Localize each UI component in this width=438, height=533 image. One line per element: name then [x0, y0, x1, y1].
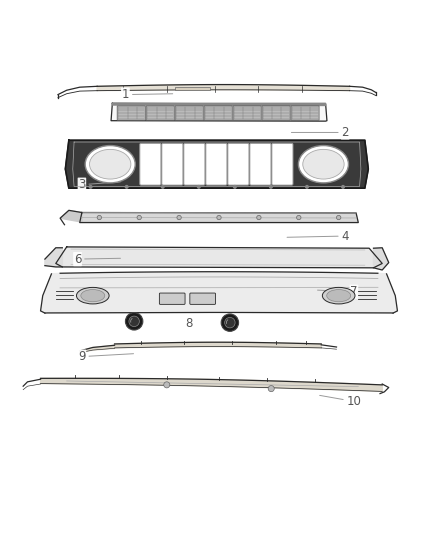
- FancyBboxPatch shape: [159, 293, 185, 304]
- FancyBboxPatch shape: [190, 293, 215, 304]
- Circle shape: [125, 185, 128, 188]
- Circle shape: [164, 382, 170, 388]
- Text: 10: 10: [320, 395, 361, 408]
- Circle shape: [342, 185, 344, 188]
- Circle shape: [336, 215, 341, 220]
- Circle shape: [162, 185, 164, 188]
- Circle shape: [217, 215, 221, 220]
- Circle shape: [129, 316, 139, 327]
- FancyBboxPatch shape: [140, 143, 161, 185]
- Polygon shape: [113, 103, 325, 106]
- Ellipse shape: [89, 149, 131, 179]
- Text: 8: 8: [185, 318, 192, 330]
- Circle shape: [198, 185, 200, 188]
- Polygon shape: [56, 247, 382, 268]
- Text: 3: 3: [78, 178, 120, 191]
- Ellipse shape: [81, 289, 105, 302]
- Bar: [176, 87, 210, 90]
- Circle shape: [297, 215, 301, 220]
- Ellipse shape: [322, 287, 355, 304]
- Ellipse shape: [85, 146, 135, 183]
- Polygon shape: [41, 378, 382, 391]
- Polygon shape: [80, 213, 358, 223]
- Circle shape: [221, 314, 239, 332]
- Ellipse shape: [327, 289, 351, 302]
- Ellipse shape: [77, 287, 109, 304]
- Circle shape: [125, 313, 143, 330]
- Polygon shape: [65, 140, 368, 188]
- FancyBboxPatch shape: [250, 143, 271, 185]
- FancyBboxPatch shape: [291, 106, 319, 120]
- FancyBboxPatch shape: [204, 106, 232, 120]
- Text: 9: 9: [78, 350, 134, 363]
- Polygon shape: [111, 103, 327, 121]
- FancyBboxPatch shape: [146, 106, 174, 120]
- FancyBboxPatch shape: [272, 143, 293, 185]
- Ellipse shape: [298, 146, 349, 183]
- Circle shape: [177, 215, 181, 220]
- FancyBboxPatch shape: [262, 106, 290, 120]
- Text: 4: 4: [287, 230, 349, 243]
- FancyBboxPatch shape: [206, 143, 227, 185]
- FancyBboxPatch shape: [175, 106, 203, 120]
- FancyBboxPatch shape: [184, 143, 205, 185]
- Circle shape: [225, 318, 235, 328]
- Circle shape: [270, 185, 272, 188]
- Text: 7: 7: [318, 285, 358, 298]
- FancyBboxPatch shape: [228, 143, 249, 185]
- Circle shape: [137, 215, 141, 220]
- Circle shape: [268, 385, 274, 392]
- Text: 6: 6: [74, 253, 120, 265]
- Polygon shape: [45, 248, 62, 267]
- Polygon shape: [115, 342, 321, 348]
- FancyBboxPatch shape: [233, 106, 261, 120]
- Polygon shape: [80, 345, 115, 353]
- Circle shape: [257, 215, 261, 220]
- Text: 2: 2: [291, 126, 349, 139]
- FancyBboxPatch shape: [117, 106, 145, 120]
- FancyBboxPatch shape: [162, 143, 183, 185]
- Ellipse shape: [303, 149, 344, 179]
- Circle shape: [233, 185, 236, 188]
- Circle shape: [89, 185, 92, 188]
- Polygon shape: [60, 211, 82, 222]
- Circle shape: [97, 215, 102, 220]
- Circle shape: [306, 185, 308, 188]
- Polygon shape: [374, 248, 389, 270]
- Text: 1: 1: [122, 88, 173, 101]
- Polygon shape: [97, 85, 350, 91]
- Polygon shape: [41, 272, 397, 313]
